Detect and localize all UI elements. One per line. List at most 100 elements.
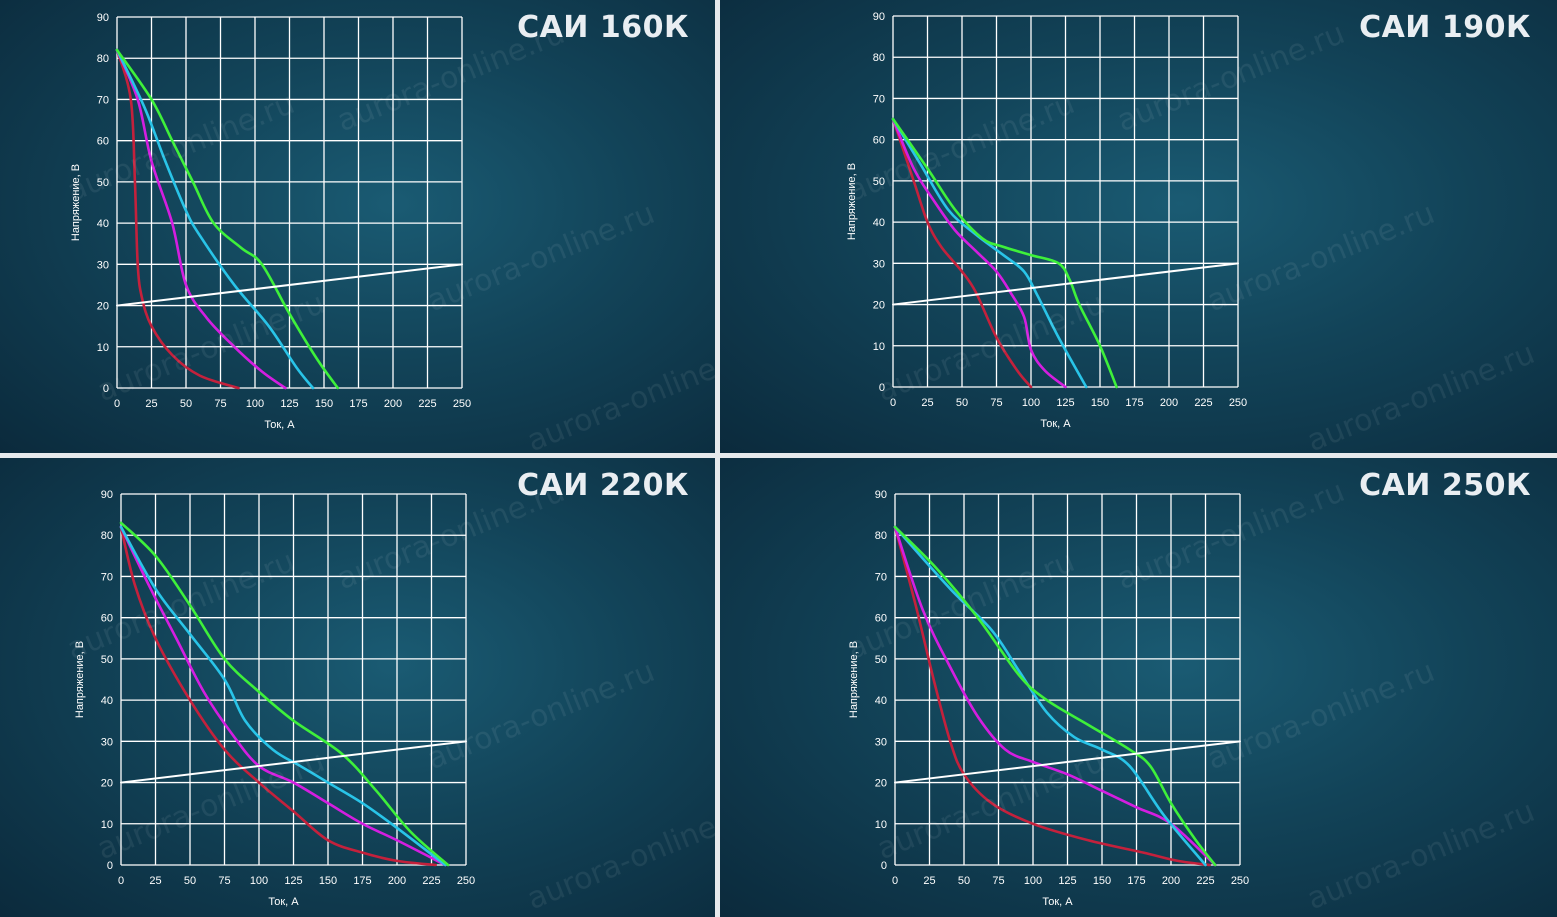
x-axis-label: Ток, А: [264, 419, 295, 431]
y-tick-label: 90: [875, 489, 887, 501]
y-tick-label: 70: [97, 94, 109, 106]
y-tick-label: 60: [875, 613, 887, 625]
series-line-cyan: [119, 525, 447, 867]
y-tick-label: 20: [97, 301, 109, 313]
x-tick-label: 125: [1058, 875, 1076, 887]
y-tick-label: 10: [873, 341, 885, 353]
x-tick-label: 25: [923, 875, 935, 887]
x-tick-label: 225: [1194, 397, 1212, 409]
x-tick-label: 250: [453, 398, 471, 410]
x-tick-label: 200: [388, 875, 406, 887]
y-tick-label: 60: [101, 613, 113, 625]
y-axis-label: Напряжение, В: [74, 641, 86, 718]
chart-title: САИ 220К: [517, 468, 689, 503]
y-tick-label: 30: [101, 736, 113, 748]
x-tick-label: 75: [218, 875, 230, 887]
horizontal-divider: [0, 453, 1557, 458]
vertical-divider: [715, 0, 720, 917]
chart-svg: 0 25 50 75 100 125 150 175 200 225 250 0 10 20 30 40 50 6…: [74, 489, 475, 908]
y-tick-label: 60: [873, 135, 885, 147]
x-tick-label: 225: [1196, 875, 1214, 887]
x-tick-label: 0: [114, 398, 120, 410]
series-line-white: [120, 740, 467, 784]
y-tick-label: 20: [101, 778, 113, 790]
chart-svg: 0 25 50 75 100 125 150 175 200 225 250 0 10 20 30 40 50 6…: [70, 12, 471, 431]
x-tick-label: 200: [384, 398, 402, 410]
series-line-red: [891, 117, 1033, 389]
x-tick-label: 100: [250, 875, 268, 887]
series-line-white: [894, 740, 1241, 784]
y-tick-label: 0: [881, 860, 887, 872]
y-tick-label: 80: [101, 530, 113, 542]
x-tick-label: 175: [1127, 875, 1145, 887]
series-line-red: [893, 525, 1211, 867]
x-tick-label: 125: [284, 875, 302, 887]
x-tick-label: 100: [1022, 397, 1040, 409]
x-tick-label: 75: [214, 398, 226, 410]
x-tick-label: 125: [280, 398, 298, 410]
y-tick-label: 90: [873, 11, 885, 23]
y-tick-label: 30: [97, 259, 109, 271]
x-tick-label: 0: [892, 875, 898, 887]
y-tick-label: 80: [97, 53, 109, 65]
series-line-green: [891, 117, 1118, 389]
series-line-red: [119, 525, 437, 867]
series-line-cyan: [893, 525, 1207, 867]
x-tick-label: 100: [1024, 875, 1042, 887]
x-tick-label: 150: [1091, 397, 1109, 409]
chart-svg: 0 25 50 75 100 125 150 175 200 225 250 0 10 20 30 40 50 6…: [846, 11, 1247, 430]
y-tick-label: 20: [875, 778, 887, 790]
x-tick-label: 250: [457, 875, 475, 887]
y-tick-label: 0: [103, 383, 109, 395]
y-axis-label: Напряжение, В: [848, 641, 860, 718]
series-line-green: [893, 525, 1217, 867]
y-tick-label: 40: [101, 695, 113, 707]
x-tick-label: 50: [180, 398, 192, 410]
y-tick-label: 50: [101, 654, 113, 666]
y-tick-label: 50: [875, 654, 887, 666]
x-tick-label: 50: [184, 875, 196, 887]
y-tick-label: 70: [101, 571, 113, 583]
chart-title: САИ 160К: [517, 10, 689, 45]
series-line-white: [892, 262, 1239, 306]
series-line-magenta: [891, 117, 1067, 389]
x-tick-label: 225: [418, 398, 436, 410]
x-tick-label: 150: [319, 875, 337, 887]
x-tick-label: 175: [353, 875, 371, 887]
series-line-white: [116, 263, 463, 307]
x-tick-label: 125: [1056, 397, 1074, 409]
x-tick-label: 250: [1231, 875, 1249, 887]
y-tick-label: 20: [873, 300, 885, 312]
x-tick-label: 25: [921, 397, 933, 409]
x-axis-label: Ток, А: [1040, 418, 1071, 430]
grid: [116, 16, 463, 389]
x-tick-label: 50: [956, 397, 968, 409]
grid: [892, 15, 1239, 388]
series-line-red: [115, 48, 240, 390]
x-tick-label: 75: [992, 875, 1004, 887]
x-tick-label: 225: [422, 875, 440, 887]
y-tick-label: 50: [97, 177, 109, 189]
y-tick-label: 50: [873, 176, 885, 188]
y-axis-label: Напряжение, В: [846, 163, 858, 240]
y-tick-label: 0: [879, 382, 885, 394]
series-line-magenta: [893, 525, 1217, 867]
x-tick-label: 75: [990, 397, 1002, 409]
x-tick-label: 100: [246, 398, 264, 410]
y-tick-label: 60: [97, 136, 109, 148]
y-tick-label: 80: [875, 530, 887, 542]
x-tick-label: 25: [149, 875, 161, 887]
x-tick-label: 50: [958, 875, 970, 887]
chart-panel-sai-190k: 0 25 50 75 100 125 150 175 200 225 250 0 10 20 30 40 50 6…: [720, 0, 1557, 453]
x-tick-label: 200: [1162, 875, 1180, 887]
y-axis-label: Напряжение, В: [70, 164, 82, 241]
y-tick-label: 30: [873, 258, 885, 270]
chart-title: САИ 250К: [1359, 468, 1531, 503]
series-line-cyan: [115, 48, 315, 390]
x-tick-label: 25: [145, 398, 157, 410]
y-tick-label: 10: [101, 819, 113, 831]
x-tick-label: 0: [118, 875, 124, 887]
x-tick-label: 175: [1125, 397, 1143, 409]
y-tick-label: 40: [873, 217, 885, 229]
series-line-magenta: [115, 48, 287, 390]
